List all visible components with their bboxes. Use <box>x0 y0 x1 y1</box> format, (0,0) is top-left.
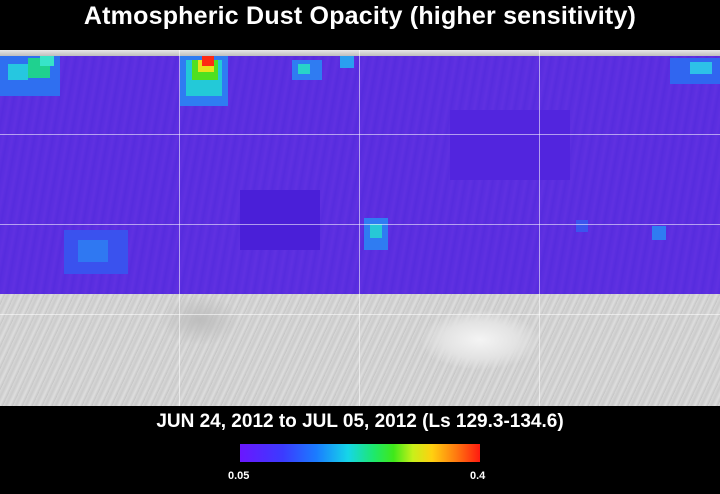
dust-cell <box>576 220 588 232</box>
dust-cell <box>202 56 214 66</box>
dust-cell <box>298 64 310 74</box>
colorbar <box>240 444 480 462</box>
dust-cell <box>450 110 570 180</box>
dust-cell <box>40 56 54 66</box>
dust-opacity-overlay <box>0 50 720 294</box>
colorbar-min-label: 0.05 <box>228 470 250 482</box>
dust-cells <box>0 50 720 294</box>
date-range-label: JUN 24, 2012 to JUL 05, 2012 (Ls 129.3-1… <box>156 411 564 432</box>
colorbar-max-label: 0.4 <box>470 470 486 482</box>
dust-cell <box>652 226 666 240</box>
dust-cell <box>340 56 354 68</box>
mars-dust-map <box>0 50 720 406</box>
dust-cell <box>240 190 320 250</box>
dust-cell <box>78 240 108 262</box>
north-polar-strip <box>0 50 720 56</box>
gridline <box>539 50 540 406</box>
gridline <box>0 314 720 315</box>
dust-cell <box>8 64 28 80</box>
dust-cell <box>370 224 382 238</box>
gridline <box>0 224 720 225</box>
gridline <box>359 50 360 406</box>
map-title: Atmospheric Dust Opacity (higher sensiti… <box>83 2 637 30</box>
gridline <box>179 50 180 406</box>
dust-cell <box>690 62 712 74</box>
gridline <box>0 134 720 135</box>
